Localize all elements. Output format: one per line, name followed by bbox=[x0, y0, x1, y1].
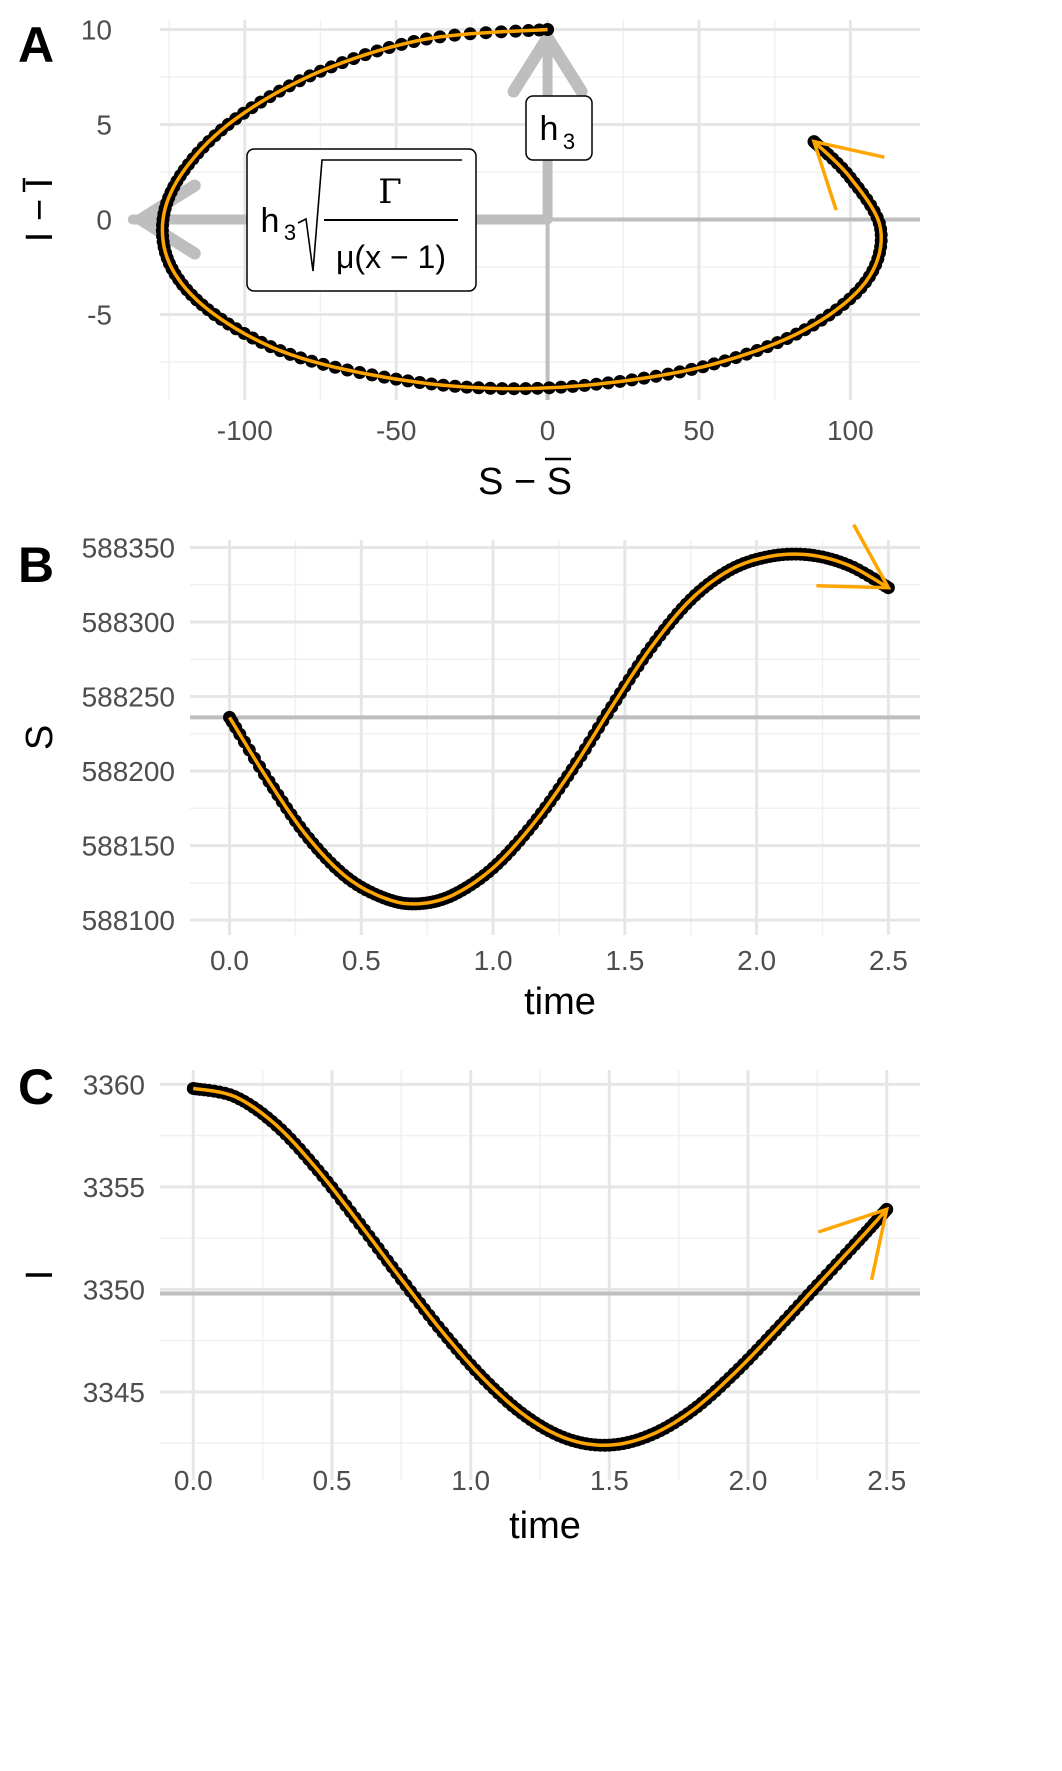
amplitude-arrowhead-vertical bbox=[507, 31, 588, 98]
label-box bbox=[525, 95, 593, 161]
series-line bbox=[228, 552, 890, 906]
denominator: μ(x − 1) bbox=[336, 239, 446, 275]
label-text: h bbox=[540, 110, 559, 148]
numerator: Γ bbox=[378, 172, 402, 212]
x-axis-title: time bbox=[509, 1505, 581, 1547]
y-tick-label: 3355 bbox=[83, 1172, 145, 1203]
y-tick-label: 588350 bbox=[82, 532, 175, 563]
x-tick-label: 2.5 bbox=[869, 945, 908, 976]
label-subscript: 3 bbox=[284, 220, 296, 245]
x-tick-label: 0.5 bbox=[342, 945, 381, 976]
x-tick-label: 1.0 bbox=[474, 945, 513, 976]
y-tick-label: 588300 bbox=[82, 607, 175, 638]
x-tick-label: -100 bbox=[217, 415, 273, 446]
y-tick-label: 5 bbox=[96, 110, 112, 141]
label-text: h bbox=[261, 202, 280, 240]
x-tick-label: 0 bbox=[540, 415, 556, 446]
amplitude-label-horizontal: h 3 Γμ(x − 1) bbox=[246, 148, 477, 292]
x-tick-label: 100 bbox=[827, 415, 874, 446]
y-tick-label: 10 bbox=[81, 15, 112, 46]
sqrt-sign bbox=[297, 159, 462, 272]
panel-b: 0.0 0.5 1.0 1.5 2.0 2.5 588100 588150 588200 5882… bbox=[18, 523, 920, 1023]
y-tick-label: 3345 bbox=[83, 1377, 145, 1408]
y-tick-label: 588200 bbox=[82, 756, 175, 787]
y-axis-title: I − I bbox=[19, 178, 61, 242]
y-tick-label: -5 bbox=[87, 300, 112, 331]
x-tick-label: 1.0 bbox=[451, 1465, 490, 1496]
panel-label: A bbox=[18, 17, 54, 73]
x-tick-label: -50 bbox=[376, 415, 416, 446]
direction-arrow bbox=[816, 523, 892, 590]
y-axis-title: S bbox=[19, 725, 61, 750]
amplitude-arrowhead-horizontal bbox=[134, 179, 201, 260]
x-tick-label: 0.0 bbox=[174, 1465, 213, 1496]
x-tick-label: 0.5 bbox=[313, 1465, 352, 1496]
x-axis-title: S − S bbox=[478, 461, 572, 503]
grid bbox=[190, 540, 920, 935]
y-tick-label: 3350 bbox=[83, 1274, 145, 1305]
y-tick-label: 588150 bbox=[82, 831, 175, 862]
x-tick-label: 50 bbox=[683, 415, 714, 446]
direction-arrow bbox=[817, 1206, 890, 1281]
panel-label: B bbox=[18, 537, 54, 593]
x-tick-label: 2.0 bbox=[729, 1465, 768, 1496]
x-axis-title: time bbox=[524, 981, 596, 1023]
label-subscript: 3 bbox=[563, 129, 575, 154]
y-tick-label: 588100 bbox=[82, 905, 175, 936]
grid bbox=[160, 1070, 920, 1480]
y-tick-label: 3360 bbox=[83, 1069, 145, 1100]
x-tick-label: 2.5 bbox=[867, 1465, 906, 1496]
x-tick-label: 2.0 bbox=[737, 945, 776, 976]
panel-label: C bbox=[18, 1059, 54, 1115]
series-line bbox=[160, 27, 883, 391]
y-tick-label: 588250 bbox=[82, 682, 175, 713]
x-tick-label: 1.5 bbox=[590, 1465, 629, 1496]
y-axis-title: I bbox=[19, 1270, 61, 1281]
x-tick-label: 0.0 bbox=[210, 945, 249, 976]
series-line bbox=[192, 1086, 889, 1448]
y-tick-label: 0 bbox=[96, 205, 112, 236]
direction-arrow bbox=[811, 139, 885, 211]
x-tick-label: 1.5 bbox=[605, 945, 644, 976]
